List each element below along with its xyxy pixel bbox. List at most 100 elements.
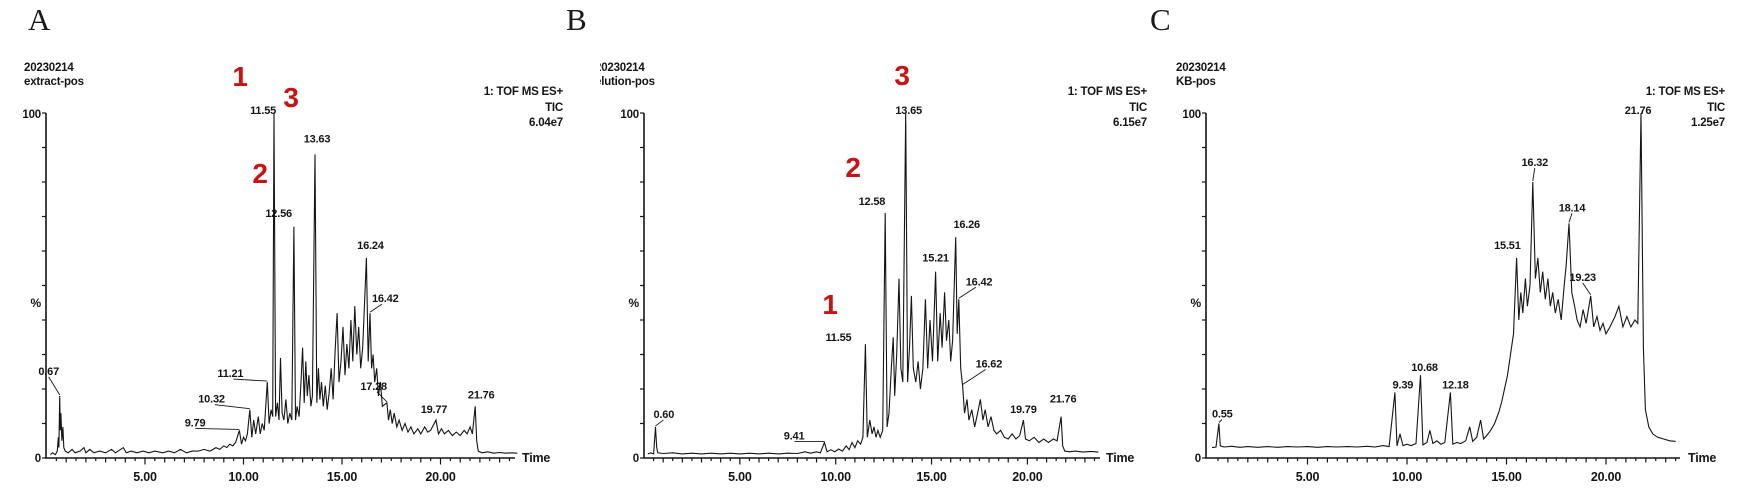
panel-b: 5.00 10.00 15.00 20.00 100 0% Time 0.60 9.41 11.5… (620, 60, 1134, 484)
peak-label: 0.60 (654, 409, 675, 421)
peak-label: 0.55 (1212, 409, 1233, 421)
svg-text:10.00: 10.00 (821, 470, 852, 484)
svg-text:5.00: 5.00 (728, 470, 752, 484)
svg-text:0: 0 (35, 453, 41, 465)
svg-text:10.00: 10.00 (228, 470, 259, 484)
acquisition-date-b: 20230214 (600, 62, 645, 74)
axes-a: 5.00 10.00 15.00 20.00 100 0% Time (22, 109, 550, 484)
ms-info-block-a: 1: TOF MS ES+ TIC 6.04e7 (413, 85, 564, 132)
peak-label: 11.55 (250, 105, 276, 117)
sample-id-block-b: 20230214 elution-pos (600, 62, 655, 89)
svg-text:10.00: 10.00 (1392, 470, 1423, 484)
svg-text:100: 100 (22, 109, 41, 121)
panel-letter-a: A (28, 2, 51, 37)
peak-label: 12.56 (265, 208, 292, 220)
svg-text:20.00: 20.00 (425, 470, 456, 484)
svg-text:0: 0 (633, 453, 639, 465)
panel-letter-b: B (566, 2, 587, 37)
peak-labels-b: 0.60 9.41 11.55 12.58 13.65 15.21 16.26 16.42 16… (654, 105, 1077, 442)
svg-text:%: % (1191, 296, 1202, 310)
peak-label: 13.65 (895, 105, 922, 117)
svg-text:%: % (31, 296, 42, 310)
ms-mode-c: 1: TOF MS ES+ (1645, 86, 1726, 98)
ms-intensity-b: 6.15e7 (1113, 117, 1147, 129)
peak-label: 9.79 (185, 417, 206, 429)
peak-label: 15.51 (1494, 240, 1521, 252)
tic-trace-b (647, 112, 1099, 455)
svg-text:20.00: 20.00 (1591, 470, 1622, 484)
peak-label: 19.23 (1569, 272, 1596, 284)
svg-text:100: 100 (1182, 109, 1201, 121)
peak-label: 16.62 (976, 359, 1003, 371)
peak-label: 19.77 (421, 404, 448, 416)
peak-label: 18.14 (1559, 202, 1587, 214)
tic-trace-c (1211, 112, 1676, 449)
peak-label: 9.41 (784, 430, 805, 442)
red-peak-number-3: 3 (283, 82, 298, 113)
red-peak-number-1: 1 (232, 61, 247, 92)
peak-label: 16.32 (1522, 157, 1549, 169)
acquisition-date-c: 20230214 (1176, 62, 1226, 74)
sample-id-block-c: 20230214 KB-pos (1176, 62, 1226, 89)
peak-labels-a: 0.67 9.79 10.32 11.21 11.55 12.56 13.63 16.24 16… (38, 105, 495, 430)
svg-text:Time: Time (1106, 451, 1134, 465)
ms-mode-a: 1: TOF MS ES+ (483, 86, 564, 98)
ms-intensity-a: 6.04e7 (529, 117, 563, 129)
peak-label: 19.79 (1010, 404, 1037, 416)
svg-text:Time: Time (1688, 451, 1716, 465)
peak-label: 0.67 (38, 366, 59, 378)
axes-c: 5.00 10.00 15.00 20.00 100 0% Time (1182, 109, 1716, 484)
svg-text:15.00: 15.00 (327, 470, 358, 484)
red-peak-number-2: 2 (845, 152, 860, 183)
peak-label: 11.21 (217, 368, 243, 380)
sample-id-block-a: 20230214 extract-pos (24, 62, 84, 89)
svg-text:15.00: 15.00 (916, 470, 947, 484)
peak-label: 21.76 (1050, 394, 1077, 406)
ms-signal-a: TIC (545, 101, 563, 114)
ms-signal-b: TIC (1129, 101, 1147, 114)
peak-label: 15.21 (922, 253, 949, 265)
peak-label: 10.68 (1411, 362, 1438, 374)
peak-label: 12.58 (859, 196, 886, 208)
peak-labels-c: 0.55 9.39 10.68 12.18 15.51 16.32 18.14 19.23 21… (1212, 105, 1652, 423)
peak-label: 13.63 (304, 133, 331, 145)
ms-intensity-c: 1.25e7 (1691, 117, 1725, 129)
ms-info-block-b: 1: TOF MS ES+ TIC 6.15e7 (997, 85, 1148, 132)
peak-label: 21.76 (468, 389, 495, 401)
panel-a: 5.00 10.00 15.00 20.00 100 0% Time 0.67 9.79 10.3… (22, 61, 550, 484)
red-peak-number-2: 2 (252, 158, 267, 189)
peak-label: 16.24 (357, 240, 385, 252)
sample-name-c: KB-pos (1176, 75, 1216, 88)
ms-mode-b: 1: TOF MS ES+ (1067, 86, 1148, 98)
peak-label: 16.26 (953, 219, 980, 231)
peak-label: 11.55 (825, 332, 851, 344)
tic-trace-a (50, 112, 518, 456)
axes-b: 5.00 10.00 15.00 20.00 100 0% Time (620, 109, 1134, 484)
sample-name-b: elution-pos (600, 75, 655, 88)
red-peak-number-3: 3 (894, 60, 909, 91)
peak-label: 9.39 (1393, 379, 1414, 391)
peak-label: 21.76 (1625, 105, 1652, 117)
ms-signal-c: TIC (1707, 101, 1725, 114)
svg-text:Time: Time (522, 451, 550, 465)
peak-label: 17.28 (360, 381, 387, 393)
peak-label: 16.42 (966, 276, 993, 288)
svg-text:%: % (629, 296, 640, 310)
peak-label: 16.42 (372, 293, 399, 305)
panel-letter-c: C (1150, 2, 1171, 37)
svg-text:100: 100 (620, 109, 639, 121)
svg-text:5.00: 5.00 (1296, 470, 1320, 484)
ms-info-block-c: 1: TOF MS ES+ TIC 1.25e7 (1575, 85, 1726, 132)
panel-c: 5.00 10.00 15.00 20.00 100 0% Time 0.55 9.39 10.6… (1182, 105, 1716, 484)
peak-label: 10.32 (198, 394, 225, 406)
svg-text:20.00: 20.00 (1012, 470, 1043, 484)
svg-text:15.00: 15.00 (1491, 470, 1522, 484)
svg-text:5.00: 5.00 (133, 470, 157, 484)
red-peak-number-1: 1 (822, 289, 837, 320)
svg-text:0: 0 (1195, 453, 1201, 465)
sample-name-a: extract-pos (24, 75, 84, 88)
peak-label: 12.18 (1442, 379, 1469, 391)
acquisition-date-a: 20230214 (24, 62, 74, 74)
